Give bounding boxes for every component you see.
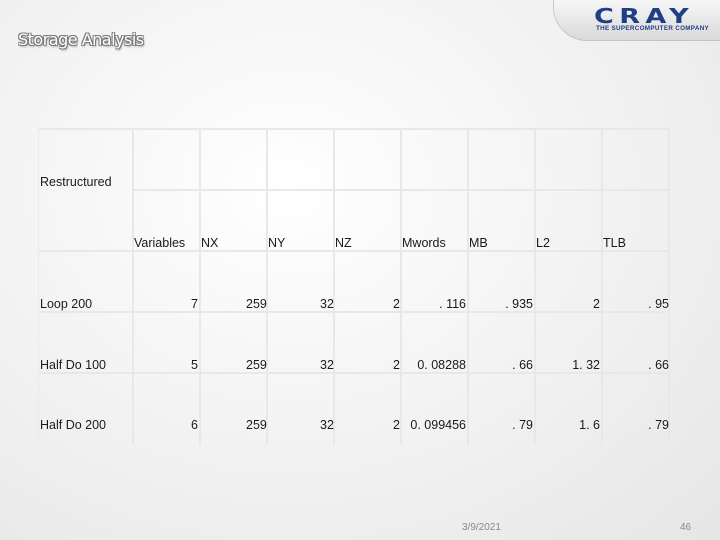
- table-cell: 32: [320, 297, 334, 311]
- table-cell: 259: [246, 297, 267, 311]
- column-header: Variables: [134, 236, 186, 250]
- table-divider: [199, 128, 201, 445]
- table-cell: 1. 6: [579, 418, 600, 432]
- table-cell: . 79: [648, 418, 669, 432]
- table-cell: . 79: [512, 418, 533, 432]
- table-divider: [333, 128, 335, 445]
- table-cell: 5: [191, 358, 198, 372]
- section-label: Restructured: [40, 175, 112, 189]
- table-cell: . 66: [648, 358, 669, 372]
- slide-title: Storage Analysis: [18, 30, 144, 49]
- column-header: NY: [268, 236, 286, 250]
- table-divider: [467, 128, 469, 445]
- table-cell: . 66: [512, 358, 533, 372]
- table-cell: 2: [393, 358, 400, 372]
- page-number: 46: [680, 522, 692, 533]
- table-cell: . 95: [648, 297, 669, 311]
- table-cell: 7: [191, 297, 198, 311]
- table-cell: 0. 08288: [417, 358, 466, 372]
- table-divider: [38, 372, 670, 374]
- table-cell: . 935: [505, 297, 533, 311]
- table-divider: [266, 128, 268, 445]
- table-divider: [534, 128, 536, 445]
- table-divider: [38, 311, 670, 313]
- table-cell: 259: [246, 418, 267, 432]
- row-label: Loop 200: [40, 297, 93, 311]
- table-cell: 32: [320, 418, 334, 432]
- table-cell: 6: [191, 418, 198, 432]
- table-divider: [132, 128, 134, 445]
- storage-table: [38, 128, 670, 447]
- logo-wordmark: CRAY: [594, 4, 695, 28]
- table-divider: [132, 189, 670, 191]
- cray-logo: CRAY THE SUPERCOMPUTER COMPANY: [553, 0, 720, 41]
- row-label: Half Do 100: [40, 358, 107, 372]
- table-cell: 32: [320, 358, 334, 372]
- table-cell: . 116: [439, 297, 466, 311]
- column-header: NX: [201, 236, 219, 250]
- column-header: TLB: [603, 236, 626, 250]
- table-cell: 2: [593, 297, 600, 311]
- column-header: Mwords: [402, 236, 446, 250]
- table-divider: [601, 128, 603, 445]
- row-label: Half Do 200: [40, 418, 107, 432]
- table-cell: 2: [393, 297, 400, 311]
- logo-tagline: THE SUPERCOMPUTER COMPANY: [596, 25, 710, 32]
- column-header: L2: [536, 236, 550, 250]
- column-header: MB: [469, 236, 488, 250]
- table-cell: 0. 099456: [410, 418, 466, 432]
- table-cell: 2: [393, 418, 400, 432]
- table-divider: [668, 128, 670, 445]
- table-cell: 259: [246, 358, 267, 372]
- table-divider: [400, 128, 402, 445]
- footer-date: 3/9/2021: [462, 522, 501, 533]
- table-divider: [38, 250, 670, 252]
- table-cell: 1. 32: [572, 358, 600, 372]
- column-header: NZ: [335, 236, 352, 250]
